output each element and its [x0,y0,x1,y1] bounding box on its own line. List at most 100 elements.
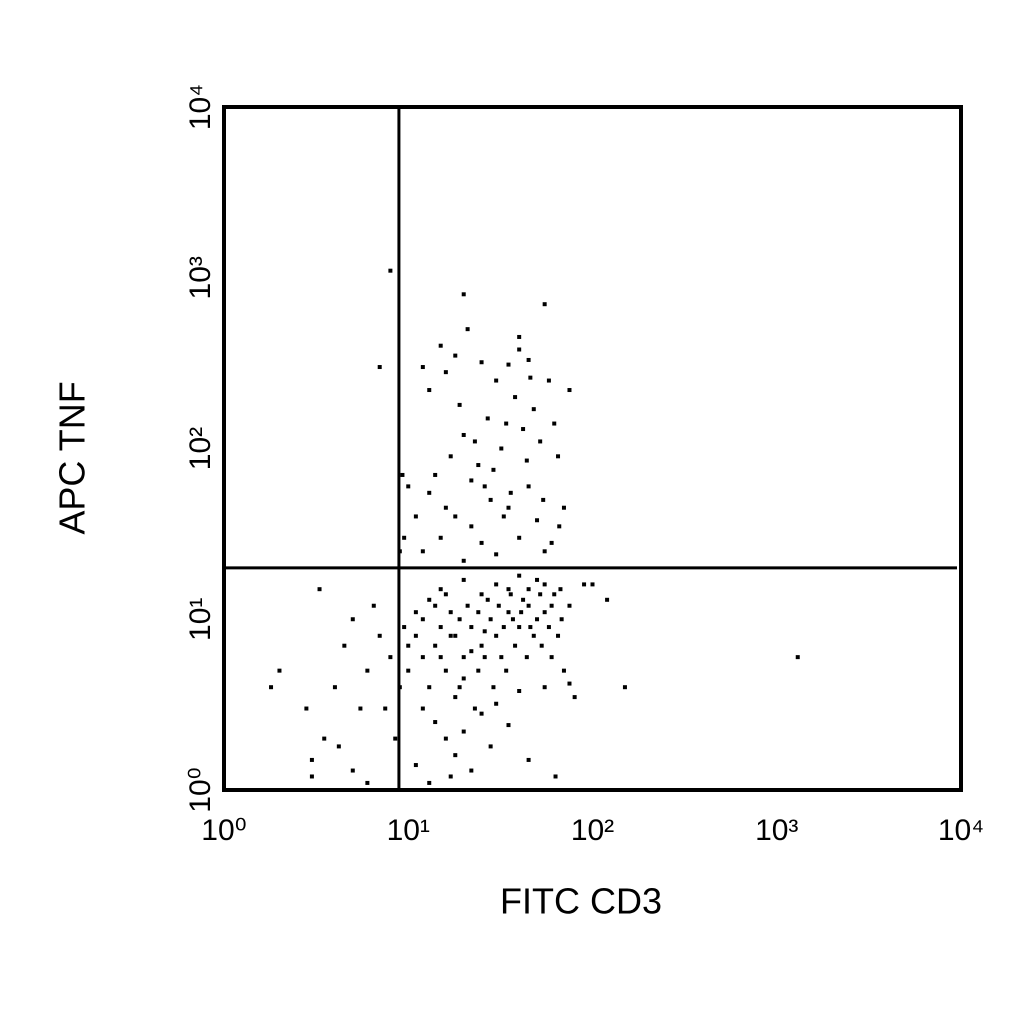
dot [465,327,470,332]
y-tick-label: 10³ [184,256,217,299]
dot [546,378,551,383]
dot [461,292,466,297]
dot [461,729,466,734]
dot [524,458,529,463]
dot [538,439,543,444]
dot [438,655,443,660]
dot [433,720,438,725]
dot [539,643,544,648]
dot [413,633,418,638]
dot [557,524,562,529]
dot [461,577,466,582]
dot [433,603,438,608]
y-tick-label: 10⁰ [184,767,217,812]
dot [309,757,314,762]
dot [488,744,493,749]
dot [528,625,533,630]
dot [358,706,363,711]
dot [506,505,511,510]
dot [393,736,398,741]
dot [443,505,448,510]
dot [494,701,499,706]
dot [546,625,551,630]
dot [538,592,543,597]
dot [567,388,572,393]
dot [420,655,425,660]
dot [479,540,484,545]
dot [476,668,481,673]
dot [457,685,462,690]
dot [402,535,407,540]
dot [508,592,513,597]
dot [448,610,453,615]
y-tick-label: 10¹ [184,598,217,641]
dot [469,625,474,630]
dot [542,582,547,587]
dot [535,577,540,582]
x-tick-label: 10¹ [387,814,430,847]
dot [485,597,490,602]
x-axis-title: FITC CD3 [500,881,662,922]
dot [541,497,546,502]
dot [517,535,522,540]
dot [322,736,327,741]
dot [472,439,477,444]
dot [453,514,458,519]
dot [469,478,474,483]
y-tick-label: 10² [184,427,217,470]
dot [448,774,453,779]
dot [494,378,499,383]
dot [526,357,531,362]
dot [552,421,557,426]
dot [438,587,443,592]
dot [427,388,432,393]
dot [317,587,322,592]
plot-frame [222,105,963,792]
dot [479,592,484,597]
dot [443,370,448,375]
dot [521,597,526,602]
dot [501,625,506,630]
dot [491,685,496,690]
dot [542,610,547,615]
dot [535,518,540,523]
dot [469,649,474,654]
dot [400,472,405,477]
dot [552,592,557,597]
dot [402,625,407,630]
dot [406,668,411,673]
dot [453,353,458,358]
dot [556,454,561,459]
dot [420,617,425,622]
dot [350,768,355,773]
dot [517,334,522,339]
dot [476,463,481,468]
dot [499,446,504,451]
dot [519,610,524,615]
dot [406,484,411,489]
dot [506,610,511,615]
dot [506,723,511,728]
dot [413,610,418,615]
dot [524,655,529,660]
dot [559,617,564,622]
dot [590,582,595,587]
dot [453,695,458,700]
dot [476,610,481,615]
dot [504,668,509,673]
dot [479,643,484,648]
dot [549,603,554,608]
dot [371,603,376,608]
dot [413,763,418,768]
dot [479,360,484,365]
dot [469,524,474,529]
dot [365,668,370,673]
dot [433,643,438,648]
dot [506,362,511,367]
dot [469,768,474,773]
dot [427,685,432,690]
dot [365,780,370,785]
dot [383,706,388,711]
dot [461,655,466,660]
